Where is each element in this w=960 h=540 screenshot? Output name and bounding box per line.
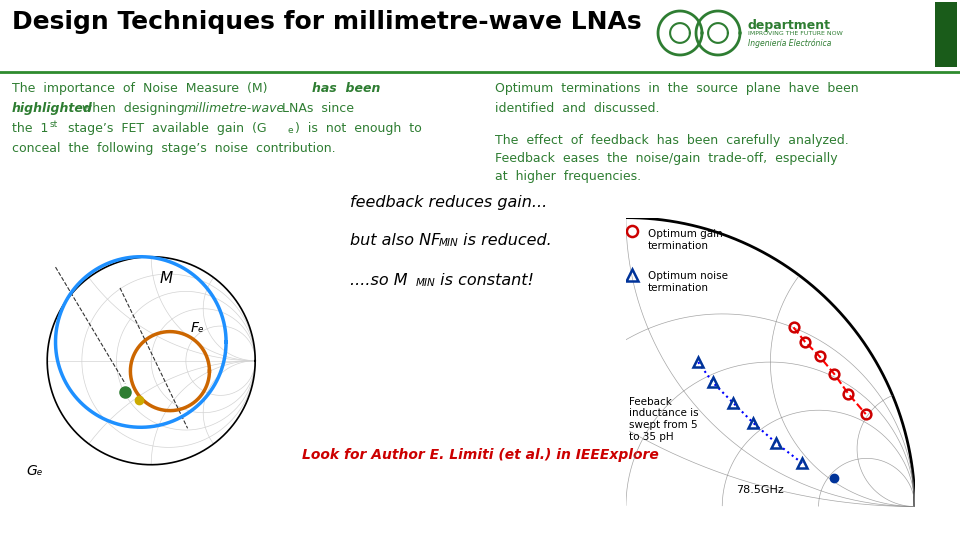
Text: The  importance  of  Noise  Measure  (M): The importance of Noise Measure (M)	[12, 82, 276, 95]
Text: conceal  the  following  stage’s  noise  contribution.: conceal the following stage’s noise cont…	[12, 142, 336, 155]
Text: Optimum gain
termination: Optimum gain termination	[648, 229, 722, 251]
Text: e: e	[287, 126, 293, 135]
Text: E.E. Dept. University of Roma Tor Vergata, Roma, Italy: E.E. Dept. University of Roma Tor Vergat…	[14, 521, 317, 531]
Text: st: st	[50, 120, 59, 129]
Text: Optimum  terminations  in  the  source  plane  have  been: Optimum terminations in the source plane…	[495, 82, 858, 95]
Text: Optimum noise
termination: Optimum noise termination	[648, 271, 728, 293]
Text: MIN: MIN	[439, 238, 459, 248]
Text: Look for Author E. Limiti (et al.) in IEEExplore: Look for Author E. Limiti (et al.) in IE…	[301, 448, 659, 462]
Text: ....so M: ....so M	[350, 273, 407, 288]
Text: but also NF: but also NF	[350, 233, 441, 248]
Text: IMPROVING THE FUTURE NOW: IMPROVING THE FUTURE NOW	[748, 31, 843, 36]
Text: M: M	[159, 271, 173, 286]
Text: at  higher  frequencies.: at higher frequencies.	[495, 170, 641, 183]
Text: 78.5GHz: 78.5GHz	[735, 485, 783, 495]
Text: highlighted: highlighted	[12, 102, 93, 115]
Text: The  effect  of  feedback  has  been  carefully  analyzed.: The effect of feedback has been carefull…	[495, 134, 849, 147]
Text: is reduced.: is reduced.	[458, 233, 552, 248]
Text: Design Techniques for millimetre-wave LNAs: Design Techniques for millimetre-wave LN…	[12, 10, 641, 34]
Text: Feeback
inductance is
swept from 5
to 35 pH: Feeback inductance is swept from 5 to 35…	[629, 397, 699, 442]
Text: when  designing: when designing	[78, 102, 193, 115]
Text: )  is  not  enough  to: ) is not enough to	[295, 122, 421, 135]
Text: is constant!: is constant!	[435, 273, 534, 288]
Text: Fₑ: Fₑ	[191, 321, 204, 335]
Text: has  been: has been	[312, 82, 380, 95]
Text: Feedback  eases  the  noise/gain  trade-off,  especially: Feedback eases the noise/gain trade-off,…	[495, 152, 838, 165]
Text: the  1: the 1	[12, 122, 48, 135]
Text: feedback reduces gain...: feedback reduces gain...	[350, 195, 547, 210]
Text: Gₑ: Gₑ	[27, 464, 43, 478]
Text: LNAs  since: LNAs since	[274, 102, 354, 115]
Text: Improving the future now: Improving the future now	[804, 521, 946, 531]
FancyBboxPatch shape	[935, 2, 957, 67]
Text: department: department	[748, 19, 831, 32]
Text: stage’s  FET  available  gain  (G: stage’s FET available gain (G	[60, 122, 267, 135]
Text: identified  and  discussed.: identified and discussed.	[495, 102, 660, 115]
Text: MIN: MIN	[416, 278, 436, 288]
Text: Ingeniería Electrónica: Ingeniería Electrónica	[748, 39, 831, 49]
Text: millimetre-wave: millimetre-wave	[184, 102, 285, 115]
